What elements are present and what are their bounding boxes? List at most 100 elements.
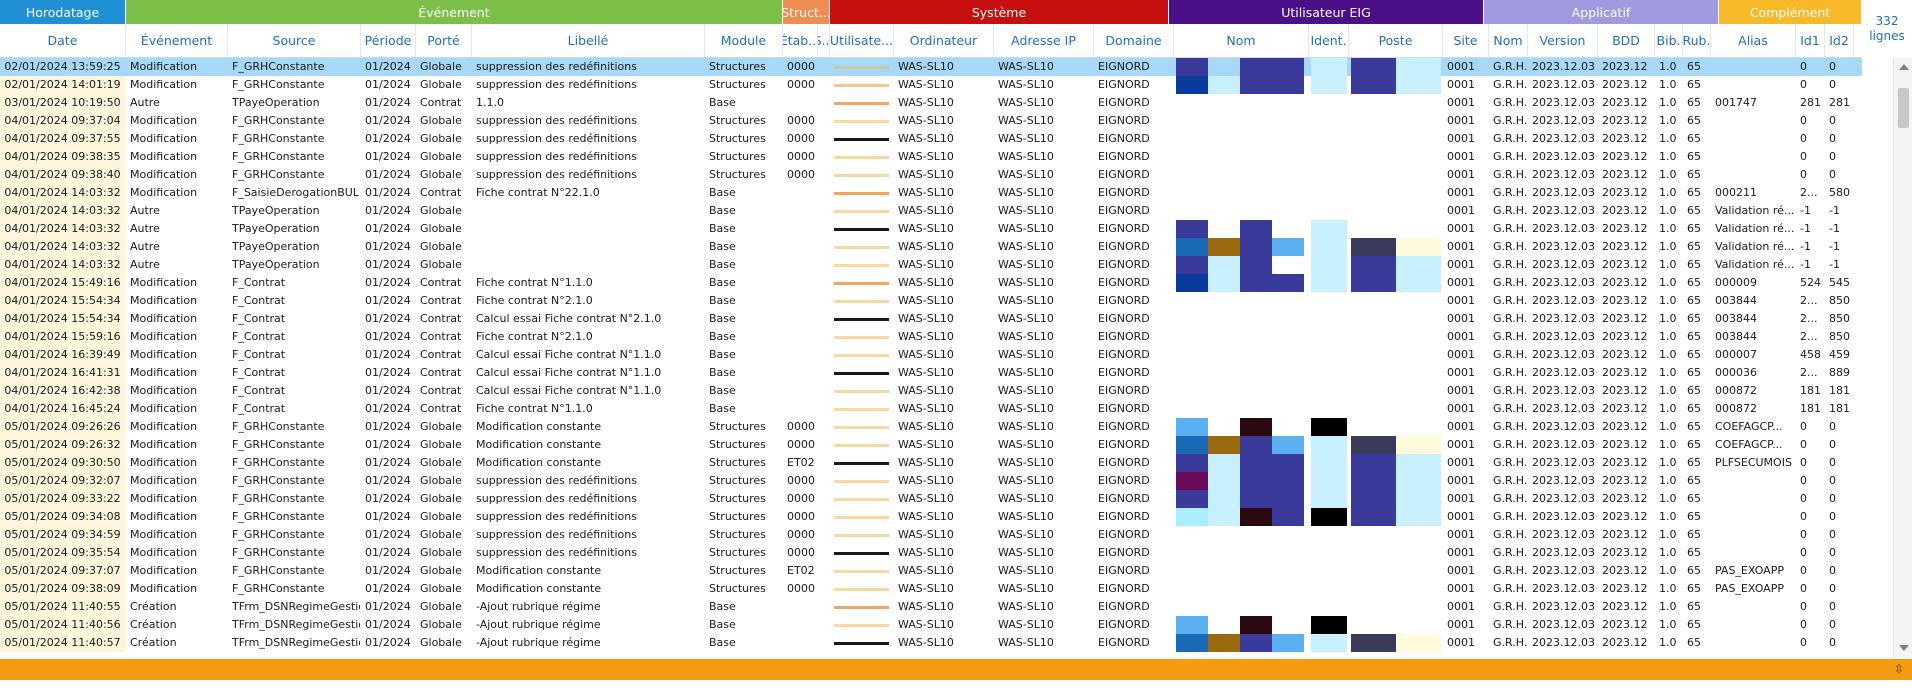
- cell-periode: 01/2024: [365, 312, 411, 325]
- column-header-version[interactable]: Version: [1528, 24, 1598, 57]
- redacted-block: [1351, 454, 1396, 472]
- redacted-block: [1311, 274, 1347, 292]
- column-header-module[interactable]: Module: [705, 24, 783, 57]
- column-header-bib[interactable]: Bib.: [1655, 24, 1683, 57]
- column-header-rub[interactable]: Rub.: [1683, 24, 1711, 57]
- cell-periode: 01/2024: [365, 564, 411, 577]
- table-row[interactable]: 04/01/2024 16:39:49 Modification F_Contrat…: [0, 346, 1862, 364]
- column-header-evenement[interactable]: Événement: [126, 24, 228, 57]
- table-row[interactable]: 04/01/2024 14:03:32 Autre TPayeOperation 01…: [0, 220, 1862, 238]
- redacted-block: [1240, 58, 1272, 76]
- table-row[interactable]: 04/01/2024 15:49:16 Modification F_Contrat…: [0, 274, 1862, 292]
- redacted-block: [1272, 256, 1304, 274]
- cell-libelle: Modification constante: [476, 456, 602, 469]
- table-row[interactable]: 05/01/2024 09:33:22 Modification F_GRHCons…: [0, 490, 1862, 508]
- cell-nom: [1174, 310, 1309, 328]
- column-header-periode[interactable]: Période: [361, 24, 416, 57]
- table-row[interactable]: 04/01/2024 09:37:55 Modification F_GRHCons…: [0, 130, 1862, 148]
- cell-app-nom: G.R.H.: [1493, 204, 1528, 217]
- scroll-up-icon[interactable]: [1899, 64, 1909, 70]
- cell-bdd: 2023.12: [1602, 294, 1648, 307]
- table-row[interactable]: 05/01/2024 09:26:26 Modification F_GRHCons…: [0, 418, 1862, 436]
- column-header-id2[interactable]: Id2: [1825, 24, 1854, 57]
- cell-porte: Globale: [420, 240, 462, 253]
- table-row[interactable]: 04/01/2024 16:45:24 Modification F_Contrat…: [0, 400, 1862, 418]
- column-header-libelle[interactable]: Libellé: [472, 24, 705, 57]
- table-row[interactable]: 04/01/2024 14:03:32 Modification F_SaisieD…: [0, 184, 1862, 202]
- table-row[interactable]: 04/01/2024 15:54:34 Modification F_Contrat…: [0, 310, 1862, 328]
- cell-ip: WAS-SL10: [998, 456, 1054, 469]
- column-header-ident[interactable]: Ident.: [1309, 24, 1349, 57]
- cell-libelle: Calcul essai Fiche contrat N°1.1.0: [476, 384, 662, 397]
- vertical-scrollbar[interactable]: [1893, 58, 1912, 657]
- user-color-bar: [834, 480, 889, 483]
- column-header-site[interactable]: Site: [1443, 24, 1489, 57]
- column-header-nom[interactable]: Nom: [1174, 24, 1309, 57]
- column-header-ordinateur[interactable]: Ordinateur: [894, 24, 994, 57]
- table-row[interactable]: 05/01/2024 11:40:55 Création TFrm_DSNRegim…: [0, 598, 1862, 616]
- cell-etab: [783, 346, 818, 364]
- table-row[interactable]: 05/01/2024 09:34:59 Modification F_GRHCons…: [0, 526, 1862, 544]
- column-header-utilisateur[interactable]: Utilisate...: [830, 24, 894, 57]
- cell-libelle: Fiche contrat N°1.1.0: [476, 402, 593, 415]
- table-row[interactable]: 05/01/2024 09:37:07 Modification F_GRHCons…: [0, 562, 1862, 580]
- cell-date: 05/01/2024 11:40:56: [0, 616, 126, 634]
- double-chevron-icon[interactable]: ⇳: [1893, 662, 1904, 676]
- cell-porte: Contrat: [420, 186, 462, 199]
- cell-id2: 850: [1829, 294, 1850, 307]
- column-header-s[interactable]: S...: [818, 24, 830, 57]
- scroll-thumb[interactable]: [1898, 88, 1909, 128]
- scroll-down-icon[interactable]: [1899, 645, 1909, 651]
- cell-poste: [1349, 562, 1443, 580]
- table-row[interactable]: 04/01/2024 09:38:40 Modification F_GRHCons…: [0, 166, 1862, 184]
- cell-id2: 0: [1829, 618, 1836, 631]
- column-header-source[interactable]: Source: [228, 24, 361, 57]
- column-header-domaine[interactable]: Domaine: [1094, 24, 1174, 57]
- cell-module: Structures: [709, 438, 766, 451]
- cell-s: [818, 580, 830, 598]
- column-header-poste[interactable]: Poste: [1349, 24, 1443, 57]
- table-row[interactable]: 04/01/2024 16:42:38 Modification F_Contrat…: [0, 382, 1862, 400]
- cell-s: [818, 58, 830, 76]
- table-row[interactable]: 05/01/2024 11:40:56 Création TFrm_DSNRegim…: [0, 616, 1862, 634]
- table-row[interactable]: 05/01/2024 09:35:54 Modification F_GRHCons…: [0, 544, 1862, 562]
- table-row[interactable]: 05/01/2024 09:32:07 Modification F_GRHCons…: [0, 472, 1862, 490]
- column-header-bdd[interactable]: BDD: [1598, 24, 1655, 57]
- table-row[interactable]: 04/01/2024 16:41:31 Modification F_Contrat…: [0, 364, 1862, 382]
- column-header-id1[interactable]: Id1: [1796, 24, 1825, 57]
- table-row[interactable]: 05/01/2024 09:26:32 Modification F_GRHCons…: [0, 436, 1862, 454]
- column-header-porte[interactable]: Porté: [416, 24, 472, 57]
- column-header-nom2[interactable]: Nom: [1489, 24, 1528, 57]
- table-row[interactable]: 04/01/2024 15:54:34 Modification F_Contrat…: [0, 292, 1862, 310]
- column-header-etab[interactable]: Étab...: [783, 24, 818, 57]
- table-row[interactable]: 04/01/2024 09:38:35 Modification F_GRHCons…: [0, 148, 1862, 166]
- table-row[interactable]: 05/01/2024 09:34:08 Modification F_GRHCons…: [0, 508, 1862, 526]
- cell-rub: 65: [1687, 132, 1701, 145]
- table-row[interactable]: 04/01/2024 09:37:04 Modification F_GRHCons…: [0, 112, 1862, 130]
- table-row[interactable]: 03/01/2024 10:19:50 Autre TPayeOperation 01…: [0, 94, 1862, 112]
- cell-date: 05/01/2024 09:37:07: [0, 562, 126, 580]
- cell-s: [818, 292, 830, 310]
- user-color-bar: [834, 228, 889, 231]
- table-row[interactable]: 05/01/2024 11:40:57 Création TFrm_DSNRegim…: [0, 634, 1862, 652]
- cell-poste: [1349, 112, 1443, 130]
- cell-site: 0001: [1447, 186, 1475, 199]
- cell-ident: [1309, 580, 1349, 598]
- column-header-alias[interactable]: Alias: [1711, 24, 1796, 57]
- table-row[interactable]: 05/01/2024 09:38:09 Modification F_GRHCons…: [0, 580, 1862, 598]
- table-row[interactable]: 04/01/2024 15:59:16 Modification F_Contrat…: [0, 328, 1862, 346]
- cell-utilisateur: [830, 184, 894, 202]
- cell-periode: 01/2024: [365, 348, 411, 361]
- cell-s: [818, 76, 830, 94]
- grid-body[interactable]: 02/01/2024 13:59:25 Modification F_GRHCons…: [0, 58, 1862, 657]
- cell-ordinateur: WAS-SL10: [898, 492, 954, 505]
- redacted-block: [1208, 472, 1240, 490]
- table-row[interactable]: 05/01/2024 09:30:50 Modification F_GRHCons…: [0, 454, 1862, 472]
- column-header-ip[interactable]: Adresse IP: [994, 24, 1094, 57]
- table-row[interactable]: 02/01/2024 13:59:25 Modification F_GRHCons…: [0, 58, 1862, 76]
- table-row[interactable]: 02/01/2024 14:01:19 Modification F_GRHCons…: [0, 76, 1862, 94]
- table-row[interactable]: 04/01/2024 14:03:32 Autre TPayeOperation 01…: [0, 256, 1862, 274]
- table-row[interactable]: 04/01/2024 14:03:32 Autre TPayeOperation 01…: [0, 202, 1862, 220]
- column-header-date[interactable]: Date: [0, 24, 126, 57]
- table-row[interactable]: 04/01/2024 14:03:32 Autre TPayeOperation 01…: [0, 238, 1862, 256]
